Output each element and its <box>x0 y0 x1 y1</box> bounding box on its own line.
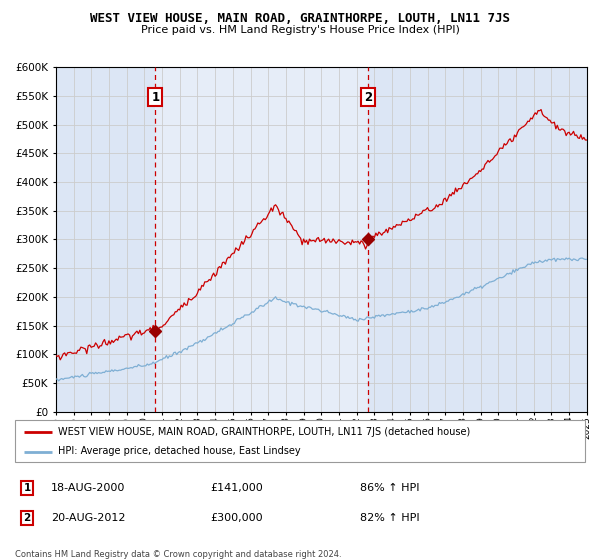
Text: WEST VIEW HOUSE, MAIN ROAD, GRAINTHORPE, LOUTH, LN11 7JS: WEST VIEW HOUSE, MAIN ROAD, GRAINTHORPE,… <box>90 12 510 25</box>
Text: 2: 2 <box>23 513 31 523</box>
Text: £141,000: £141,000 <box>210 483 263 493</box>
Text: 82% ↑ HPI: 82% ↑ HPI <box>360 513 419 523</box>
Text: 20-AUG-2012: 20-AUG-2012 <box>51 513 125 523</box>
Text: £300,000: £300,000 <box>210 513 263 523</box>
Text: 86% ↑ HPI: 86% ↑ HPI <box>360 483 419 493</box>
Text: 18-AUG-2000: 18-AUG-2000 <box>51 483 125 493</box>
Text: 1: 1 <box>151 91 160 104</box>
Text: Contains HM Land Registry data © Crown copyright and database right 2024.
This d: Contains HM Land Registry data © Crown c… <box>15 550 341 560</box>
Text: WEST VIEW HOUSE, MAIN ROAD, GRAINTHORPE, LOUTH, LN11 7JS (detached house): WEST VIEW HOUSE, MAIN ROAD, GRAINTHORPE,… <box>58 427 470 437</box>
Bar <box>155 67 368 412</box>
FancyBboxPatch shape <box>15 420 585 462</box>
Text: Price paid vs. HM Land Registry's House Price Index (HPI): Price paid vs. HM Land Registry's House … <box>140 25 460 35</box>
Text: 2: 2 <box>364 91 372 104</box>
Text: 1: 1 <box>23 483 31 493</box>
Text: HPI: Average price, detached house, East Lindsey: HPI: Average price, detached house, East… <box>58 446 301 456</box>
